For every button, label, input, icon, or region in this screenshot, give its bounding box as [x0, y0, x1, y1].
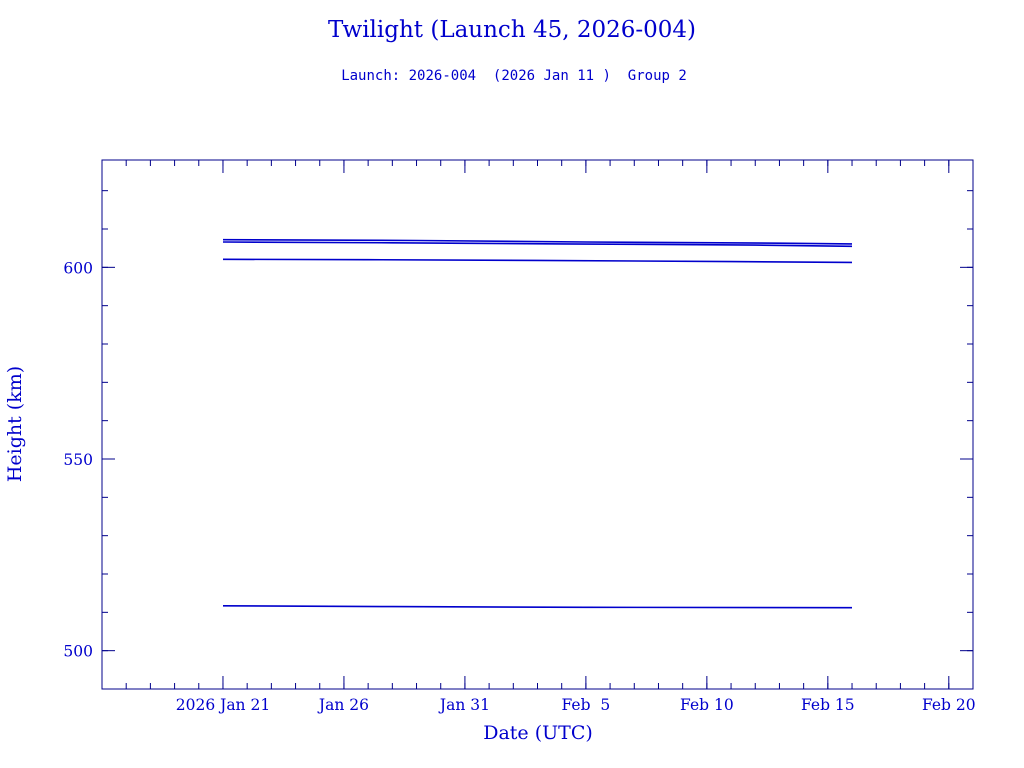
y-tick-label: 500 [63, 643, 93, 661]
y-axis-ticks [102, 190, 973, 690]
series-line-3 [222, 258, 853, 264]
x-tick-label: Feb 5 [562, 696, 611, 714]
x-axis-tick-labels: 2026 Jan 21 Jan 26 Jan 31 Feb 5 Feb 10 Feb 15… [176, 696, 976, 714]
series-lines [222, 238, 853, 609]
x-tick-label: Feb 20 [922, 696, 976, 714]
y-tick-label: 600 [63, 259, 93, 277]
y-axis-tick-labels: 500 550 600 [63, 259, 93, 660]
chart-title: Twilight (Launch 45, 2026-004) [328, 17, 696, 43]
y-tick-label: 550 [63, 451, 93, 469]
x-axis-ticks [101, 160, 974, 689]
x-tick-label: Jan 31 [438, 696, 490, 714]
x-tick-label: 2026 Jan 21 [176, 696, 270, 714]
x-tick-label: Jan 26 [317, 696, 369, 714]
x-tick-label: Feb 15 [801, 696, 855, 714]
chart-subtitle: Launch: 2026-004 (2026 Jan 11 ) Group 2 [341, 68, 687, 84]
x-axis-label: Date (UTC) [483, 722, 593, 744]
x-tick-label: Feb 10 [680, 696, 734, 714]
series-line-1 [222, 238, 853, 245]
series-line-4 [222, 604, 853, 609]
y-axis-label: Height (km) [4, 366, 26, 482]
series-line-2 [222, 241, 853, 248]
